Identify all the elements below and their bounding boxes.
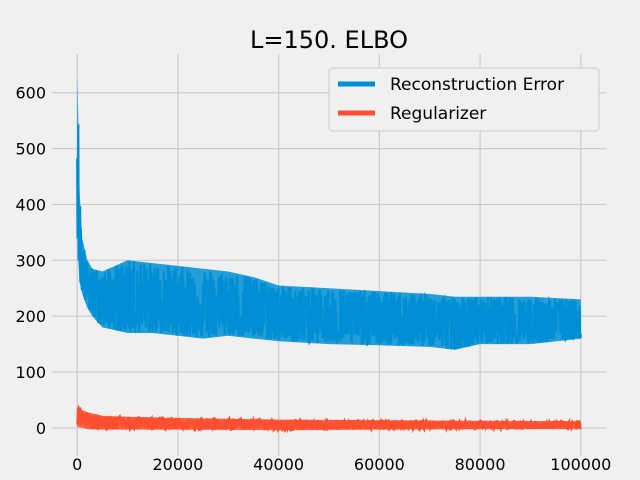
y-tick-label-3: 300 (15, 251, 46, 270)
series-regularizer (76, 404, 582, 434)
legend-box (328, 67, 600, 132)
legend-label-reconstruction-error: Reconstruction Error (390, 75, 564, 95)
series-layer (76, 76, 582, 434)
series-line-1 (76, 404, 582, 434)
x-tick-label-3: 60000 (354, 455, 405, 474)
y-tick-label-2: 200 (15, 307, 46, 326)
x-axis-label: iterations (268, 477, 344, 480)
x-tick-label-0: 0 (72, 455, 82, 474)
chart-title: L=150. ELBO (250, 26, 408, 54)
x-tick-label-5: 100000 (550, 455, 611, 474)
x-tick-label-1: 20000 (152, 455, 203, 474)
legend: Reconstruction Error Regularizer (328, 67, 600, 132)
x-tick-label-2: 40000 (253, 455, 304, 474)
series-reconstruction-error (76, 76, 582, 350)
y-tick-labels: 0 100 200 300 400 500 600 (15, 84, 46, 438)
x-tick-labels: 0 20000 40000 60000 80000 100000 (72, 455, 611, 474)
y-tick-label-5: 500 (15, 140, 46, 159)
y-tick-label-6: 600 (15, 84, 46, 103)
series-line-0 (76, 124, 582, 350)
x-tick-label-4: 80000 (455, 455, 506, 474)
y-tick-label-1: 100 (15, 363, 46, 382)
y-tick-label-4: 400 (15, 195, 46, 214)
y-tick-label-0: 0 (36, 419, 46, 438)
legend-label-regularizer: Regularizer (390, 104, 486, 124)
